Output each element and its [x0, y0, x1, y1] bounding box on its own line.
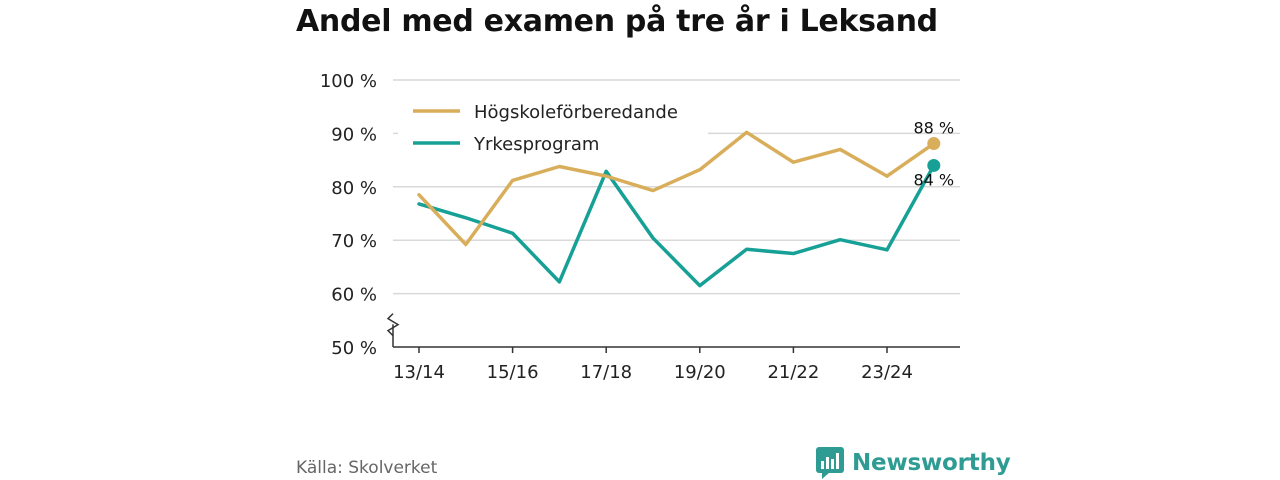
brand-logo: Newsworthy	[816, 447, 1011, 479]
y-tick-label: 70 %	[331, 231, 377, 252]
legend-label: Yrkesprogram	[473, 134, 599, 155]
series-line-1	[417, 130, 889, 247]
legend-background	[398, 93, 708, 161]
series-line-2	[417, 169, 889, 288]
end-label-series-1: 88 %	[913, 119, 954, 138]
x-tick-label: 23/24	[861, 362, 913, 383]
series-end-marker	[927, 137, 941, 151]
y-tick-label: 80 %	[331, 178, 377, 199]
source-note: Källa: Skolverket	[296, 458, 438, 478]
brand-name: Newsworthy	[852, 450, 1011, 476]
y-tick-label: 60 %	[331, 285, 377, 306]
x-tick-label: 19/20	[674, 362, 726, 383]
y-tick-label: 50 %	[331, 338, 377, 359]
y-axis-ticks: 50 % 60 % 70 % 80 % 90 % 100 %	[320, 71, 377, 359]
series-line-end-1	[885, 141, 936, 178]
chart-title: Andel med examen på tre år i Leksand	[296, 4, 938, 39]
series-end-marker	[927, 158, 941, 172]
y-tick-label: 100 %	[320, 71, 377, 92]
legend-label: Högskoleförberedande	[474, 102, 678, 123]
y-tick-label: 90 %	[331, 124, 377, 145]
end-labels: 88 % 84 %	[913, 119, 954, 190]
x-tick-label: 13/14	[393, 362, 445, 383]
legend: Högskoleförberedande Yrkesprogram	[398, 93, 708, 161]
series-lines	[417, 130, 941, 288]
axes	[386, 313, 960, 348]
x-tick-label: 17/18	[580, 362, 632, 383]
x-tick-label: 21/22	[767, 362, 819, 383]
x-axis-ticks: 13/14 15/16 17/18 19/20 21/22 23/24	[393, 347, 913, 383]
axis-break-icon	[386, 313, 400, 337]
end-label-series-2: 84 %	[913, 170, 954, 189]
x-tick-label: 15/16	[487, 362, 539, 383]
series-line-end-2	[885, 163, 936, 252]
newsworthy-logo-icon	[816, 447, 844, 479]
